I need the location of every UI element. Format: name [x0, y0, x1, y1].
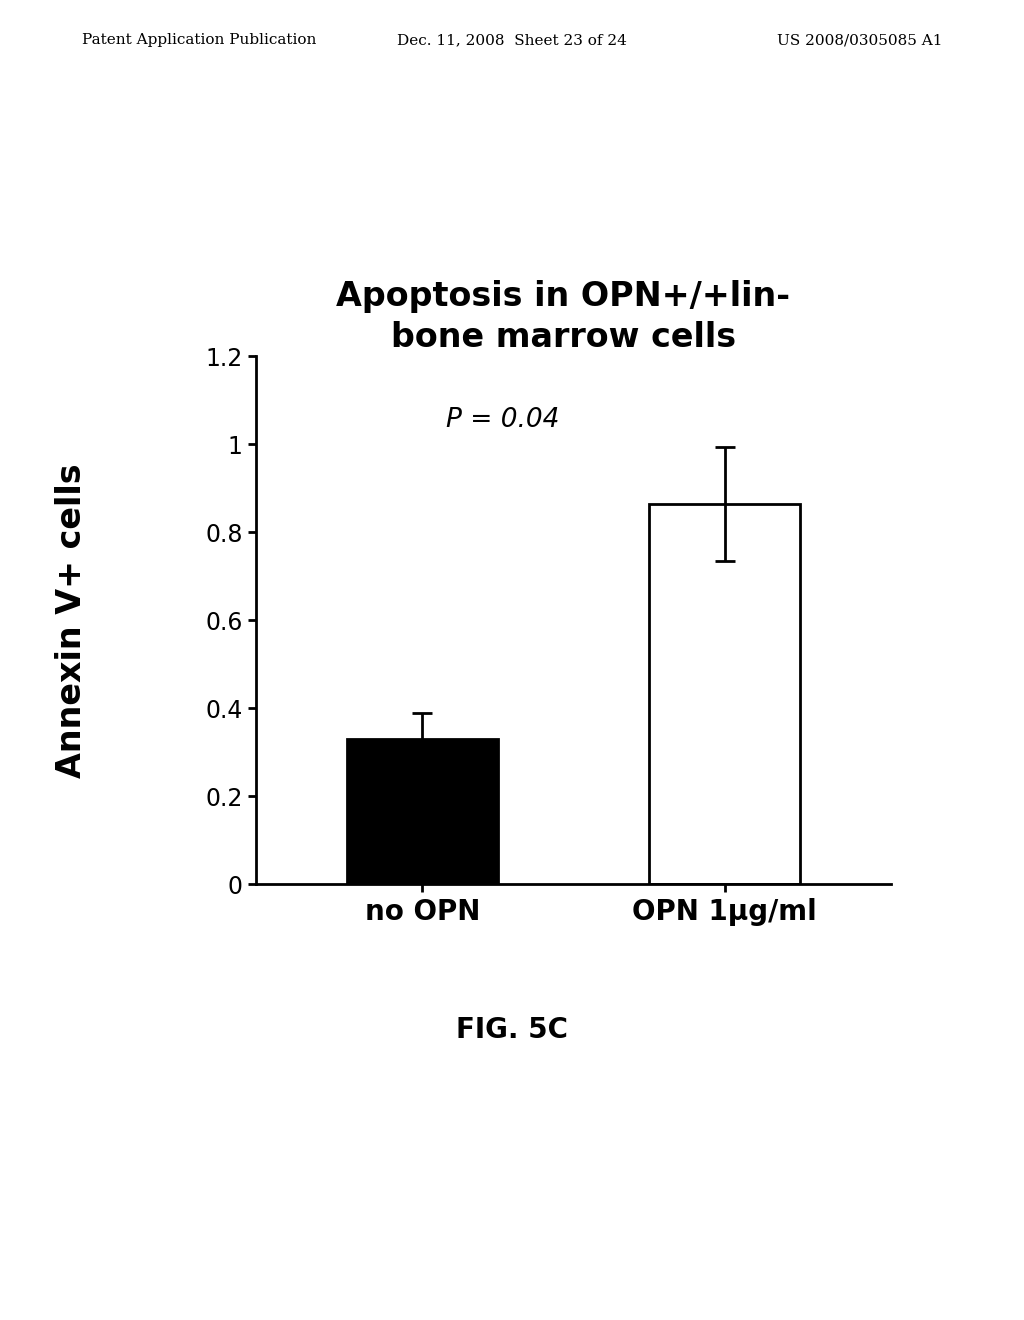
- Bar: [347, 739, 498, 884]
- Bar: [649, 504, 800, 884]
- Text: Patent Application Publication: Patent Application Publication: [82, 33, 316, 48]
- Text: FIG. 5C: FIG. 5C: [456, 1015, 568, 1044]
- Text: P = 0.04: P = 0.04: [446, 407, 560, 433]
- Text: Dec. 11, 2008  Sheet 23 of 24: Dec. 11, 2008 Sheet 23 of 24: [397, 33, 627, 48]
- Text: Annexin V+ cells: Annexin V+ cells: [55, 463, 88, 777]
- Text: Apoptosis in OPN+/+lin-
bone marrow cells: Apoptosis in OPN+/+lin- bone marrow cell…: [336, 280, 791, 354]
- Text: US 2008/0305085 A1: US 2008/0305085 A1: [776, 33, 942, 48]
